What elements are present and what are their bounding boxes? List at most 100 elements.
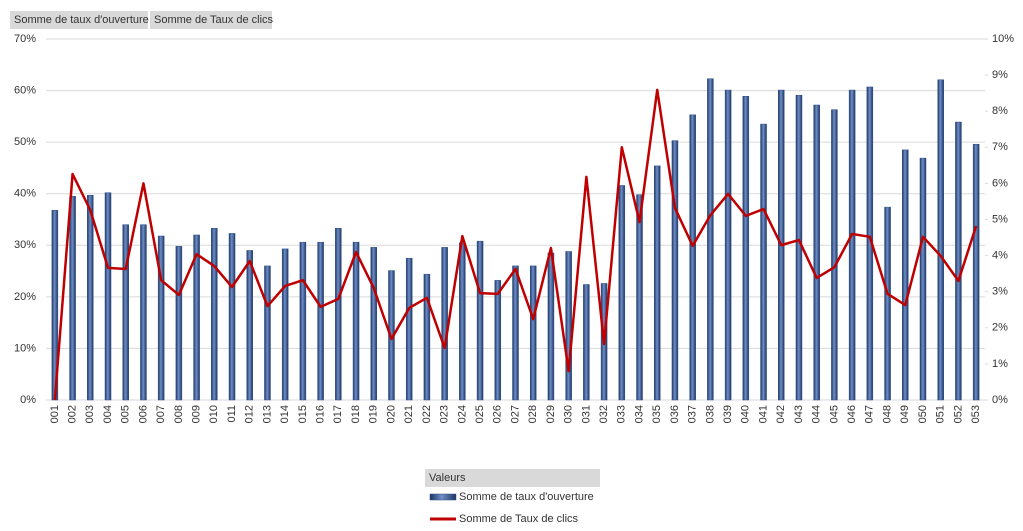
x-tick-label: 023 xyxy=(439,405,451,423)
bar xyxy=(281,248,289,401)
x-tick-label: 015 xyxy=(297,405,309,423)
bar xyxy=(370,247,378,401)
x-tick-label: 005 xyxy=(120,405,132,423)
field-button-label[interactable]: Somme de taux d'ouverture xyxy=(14,14,149,26)
bar xyxy=(618,185,626,401)
bar xyxy=(211,228,218,401)
field-button[interactable] xyxy=(10,11,148,29)
bar xyxy=(317,241,324,401)
bar xyxy=(848,89,856,401)
bar xyxy=(884,206,891,401)
bar xyxy=(175,246,183,401)
x-tick-label: 037 xyxy=(687,405,699,423)
x-tick-label: 038 xyxy=(704,405,716,423)
x-tick-label: 010 xyxy=(208,405,220,423)
x-tick-label: 030 xyxy=(563,405,575,423)
x-tick-label: 007 xyxy=(155,405,167,423)
bar xyxy=(264,265,271,401)
bar xyxy=(707,78,714,401)
bar xyxy=(742,95,750,401)
bar xyxy=(104,192,112,401)
x-tick-label: 051 xyxy=(935,405,947,423)
bar xyxy=(494,280,502,401)
legend-swatch xyxy=(429,493,457,501)
legend-label: Somme de Taux de clics xyxy=(459,513,579,525)
legend-title: Valeurs xyxy=(429,472,466,484)
x-tick-label: 027 xyxy=(509,405,521,423)
bar xyxy=(689,114,696,401)
field-button-label[interactable]: Somme de Taux de clics xyxy=(154,14,274,26)
bar xyxy=(512,265,519,401)
y2-tick-label: 7% xyxy=(992,141,1008,153)
x-tick-label: 039 xyxy=(722,405,734,423)
x-tick-label: 044 xyxy=(811,405,823,423)
y2-tick-label: 8% xyxy=(992,105,1008,117)
y-tick-label: 10% xyxy=(14,342,36,354)
bar xyxy=(547,252,555,401)
x-tick-label: 031 xyxy=(580,405,592,423)
x-tick-label: 042 xyxy=(775,405,787,423)
bar xyxy=(476,240,484,401)
bar xyxy=(352,241,360,401)
x-tick-label: 050 xyxy=(917,405,929,423)
bar xyxy=(193,234,200,401)
x-tick-label: 041 xyxy=(757,405,769,423)
bar xyxy=(813,104,820,401)
bar xyxy=(565,251,572,401)
x-tick-label: 053 xyxy=(970,405,982,423)
x-tick-label: 036 xyxy=(669,405,681,423)
y2-tick-label: 2% xyxy=(992,322,1008,334)
x-tick-label: 012 xyxy=(244,405,256,423)
x-tick-label: 032 xyxy=(598,405,610,423)
bar xyxy=(972,143,980,401)
x-tick-label: 033 xyxy=(616,405,628,423)
bar xyxy=(335,228,342,401)
bar xyxy=(246,250,253,401)
bar xyxy=(955,121,962,401)
y-tick-label: 30% xyxy=(14,239,36,251)
legend-header xyxy=(425,469,600,487)
legend-label: Somme de taux d'ouverture xyxy=(459,491,594,503)
x-tick-label: 046 xyxy=(846,405,858,423)
x-tick-label: 011 xyxy=(226,405,238,423)
x-tick-label: 045 xyxy=(828,405,840,423)
y-tick-label: 0% xyxy=(20,394,36,406)
bar xyxy=(724,89,732,401)
x-tick-label: 022 xyxy=(421,405,433,423)
y2-tick-label: 0% xyxy=(992,394,1008,406)
y2-tick-label: 5% xyxy=(992,213,1008,225)
x-tick-label: 029 xyxy=(545,405,557,423)
x-tick-label: 026 xyxy=(492,405,504,423)
field-button[interactable] xyxy=(150,11,272,29)
bar xyxy=(831,109,838,401)
x-tick-label: 048 xyxy=(881,405,893,423)
x-tick-label: 019 xyxy=(368,405,380,423)
y-tick-label: 20% xyxy=(14,291,36,303)
bar xyxy=(140,224,147,401)
x-tick-label: 018 xyxy=(350,405,362,423)
bar xyxy=(441,247,448,401)
y2-tick-label: 6% xyxy=(992,177,1008,189)
y-tick-label: 40% xyxy=(14,188,36,200)
bar xyxy=(405,257,413,401)
x-tick-label: 021 xyxy=(403,405,415,423)
y2-tick-label: 10% xyxy=(992,33,1014,45)
x-tick-label: 013 xyxy=(261,405,273,423)
x-tick-label: 017 xyxy=(332,405,344,423)
x-tick-label: 025 xyxy=(474,405,486,423)
x-tick-label: 052 xyxy=(952,405,964,423)
x-tick-label: 009 xyxy=(191,405,203,423)
bar xyxy=(87,195,94,401)
y-tick-label: 70% xyxy=(14,33,36,45)
x-tick-label: 049 xyxy=(899,405,911,423)
bar xyxy=(636,194,643,401)
bar xyxy=(919,157,927,401)
x-tick-label: 040 xyxy=(740,405,752,423)
bar xyxy=(583,284,590,401)
x-tick-label: 035 xyxy=(651,405,663,423)
bar xyxy=(795,94,803,401)
y2-tick-label: 4% xyxy=(992,250,1008,262)
bar xyxy=(671,140,679,401)
bar xyxy=(69,196,76,401)
bar xyxy=(423,273,431,401)
